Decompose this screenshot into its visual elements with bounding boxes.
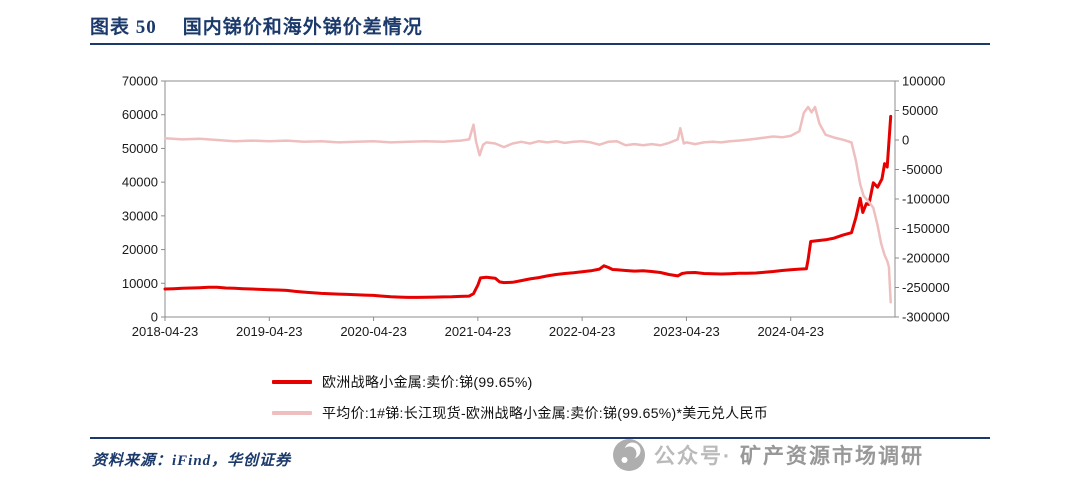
chart-legend: 欧洲战略小金属:卖价:锑(99.65%) 平均价:1#锑:长江现货-欧洲战略小金…	[272, 366, 768, 428]
x-axis-tick-label: 2024-04-23	[757, 324, 824, 339]
source-note: 资料来源：iFind，华创证券	[92, 453, 292, 469]
series-europe-antimony-price	[163, 114, 893, 299]
footer-divider	[90, 437, 990, 439]
legend-item-europe-price: 欧洲战略小金属:卖价:锑(99.65%)	[272, 366, 768, 397]
right-axis-tick-label: -50000	[902, 162, 942, 177]
x-axis-tick-label: 2020-04-23	[340, 324, 407, 339]
watermark-name: 矿产资源市场调研	[740, 445, 924, 468]
left-axis-tick-label: 70000	[122, 74, 158, 89]
plot-border	[164, 80, 896, 318]
x-axis-tick-label: 2019-04-23	[236, 324, 302, 339]
right-axis-tick-label: 100000	[902, 74, 945, 89]
x-axis-tick-label: 2023-04-23	[653, 324, 720, 339]
right-axis-tick-label: 50000	[902, 103, 938, 118]
legend-item-price-spread: 平均价:1#锑:长江现货-欧洲战略小金属:卖价:锑(99.65%)*美元兑人民币	[272, 397, 768, 428]
left-axis-tick-label: 20000	[122, 242, 158, 257]
x-axis-tick-label: 2021-04-23	[445, 324, 512, 339]
legend-swatch	[272, 379, 312, 384]
left-axis-tick-label: 60000	[122, 107, 158, 122]
right-axis-tick-label: -200000	[902, 251, 950, 266]
left-axis-tick-label: 30000	[122, 208, 158, 223]
right-axis-tick-label: -300000	[902, 310, 950, 325]
watermark-prefix: 公众号·	[654, 445, 732, 468]
left-axis-tick-label: 10000	[122, 276, 158, 291]
chart-number: 图表 50	[90, 17, 157, 38]
x-axis-tick-label: 2022-04-23	[549, 324, 616, 339]
chart-title: 图表 50 国内锑价和海外锑价差情况	[90, 12, 423, 39]
title-divider	[90, 43, 990, 45]
left-axis-tick-label: 50000	[122, 141, 158, 156]
right-axis-tick-label: -250000	[902, 280, 950, 295]
left-axis-tick-label: 40000	[122, 175, 158, 190]
left-axis-tick-label: 0	[151, 310, 158, 325]
right-axis-tick-label: -150000	[902, 221, 950, 236]
legend-swatch	[272, 410, 312, 415]
legend-label: 平均价:1#锑:长江现货-欧洲战略小金属:卖价:锑(99.65%)*美元兑人民币	[322, 404, 769, 421]
public-account-logo-icon	[613, 439, 645, 471]
right-axis-tick-label: 0	[902, 133, 909, 148]
chart-title-text: 国内锑价和海外锑价差情况	[182, 17, 423, 38]
series-domestic-overseas-spread	[163, 105, 892, 304]
x-axis-tick-label: 2018-04-23	[132, 324, 199, 339]
legend-label: 欧洲战略小金属:卖价:锑(99.65%)	[322, 373, 533, 390]
watermark: 公众号· 矿产资源市场调研	[612, 438, 924, 472]
right-axis-tick-label: -100000	[902, 192, 950, 207]
price-chart-svg: 0 10000 20000 30000 40000 50000 60000 70000 -300…	[122, 74, 950, 340]
